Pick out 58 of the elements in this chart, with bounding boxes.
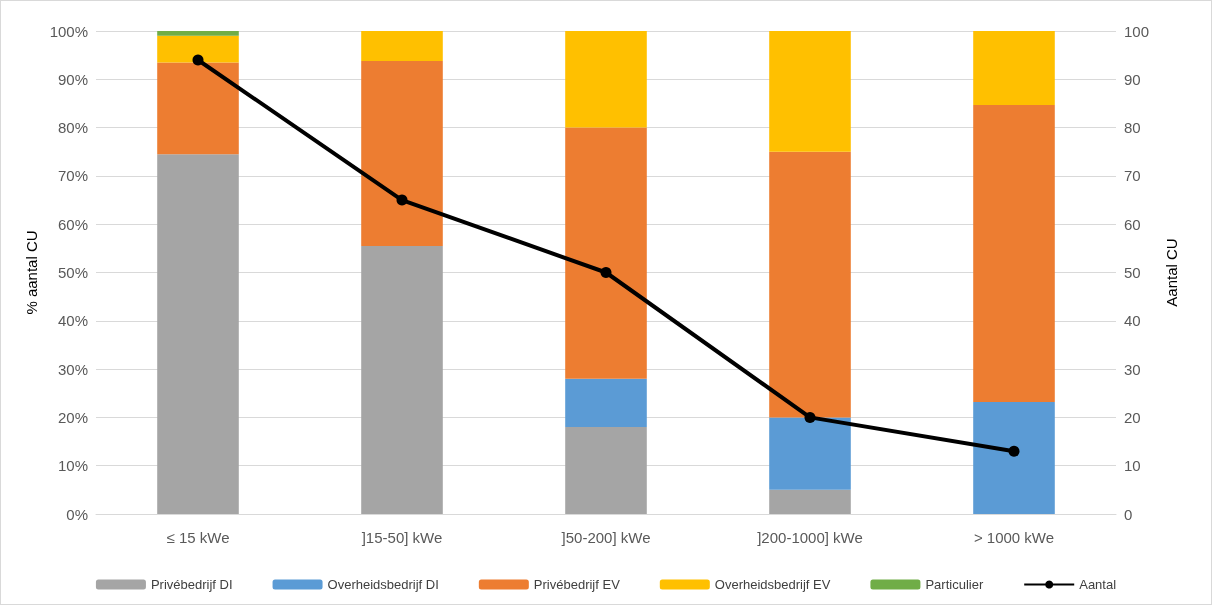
bar [769,489,851,514]
x-tick-label: ]200-1000] kWe [757,529,863,546]
y-tick-label: 50% [57,264,88,281]
y2-tick-label: 50 [1124,264,1141,281]
bar [769,417,851,490]
bar [973,104,1055,402]
bar [565,127,647,379]
point [804,411,816,423]
bar [157,154,239,514]
bar [157,62,239,155]
y-axis-title: % aantal CU [22,230,40,315]
bar [361,245,443,514]
point [600,267,612,278]
point [1008,445,1020,457]
y2-tick-label: 70 [1124,167,1141,185]
y-tick-label: 20% [57,408,88,426]
y-tick-label: 30% [57,360,88,378]
point [396,194,408,206]
y2-tick-label: 40 [1124,312,1141,330]
y-tick-label: 70% [57,167,88,185]
y2-tick-label: 30 [1124,360,1141,378]
y2-tick-label: 90 [1124,70,1141,88]
bar [973,31,1055,105]
bar [361,60,443,246]
y-tick-label: 0% [66,505,88,523]
y-tick-label: 80% [57,119,88,137]
legend-label: Particulier [925,577,984,592]
legend-label: Aantal [1079,577,1117,592]
y2-tick-label: 10 [1124,457,1141,475]
legend-label: Privébedrijf DI [150,577,233,592]
bar [565,427,647,514]
x-tick-label: ]15-50] kWe [361,529,443,546]
y2-axis-title: Aantal CU [1163,238,1180,307]
y-tick-label: 40% [57,312,88,330]
y2-tick-label: 60 [1124,215,1141,233]
y2-tick-label: 80 [1124,119,1141,137]
bar [769,151,851,418]
y2-tick-label: 20 [1124,408,1141,426]
point [192,54,204,66]
bar [157,35,239,63]
legend-label: Overheidsbedrijf DI [327,577,439,592]
y2-tick-label: 0 [1124,505,1133,523]
bar [565,31,647,128]
bar [565,378,647,428]
bar [361,31,443,61]
bar [973,401,1055,514]
legend-label: Overheidsbedrijf EV [714,577,831,592]
y-tick-label: 60% [57,215,88,233]
x-tick-label: ]50-200] kWe [561,529,651,546]
legend-label: Privébedrijf EV [533,577,621,592]
x-tick-label: ≤ 15 kWe [166,529,230,546]
y-tick-label: 100% [49,22,88,40]
x-tick-label: > 1000 kWe [973,529,1055,546]
bar [769,31,851,152]
y-tick-label: 10% [57,457,88,475]
y-tick-label: 90% [57,70,88,88]
y2-tick-label: 100 [1124,22,1150,40]
bar [157,31,239,36]
